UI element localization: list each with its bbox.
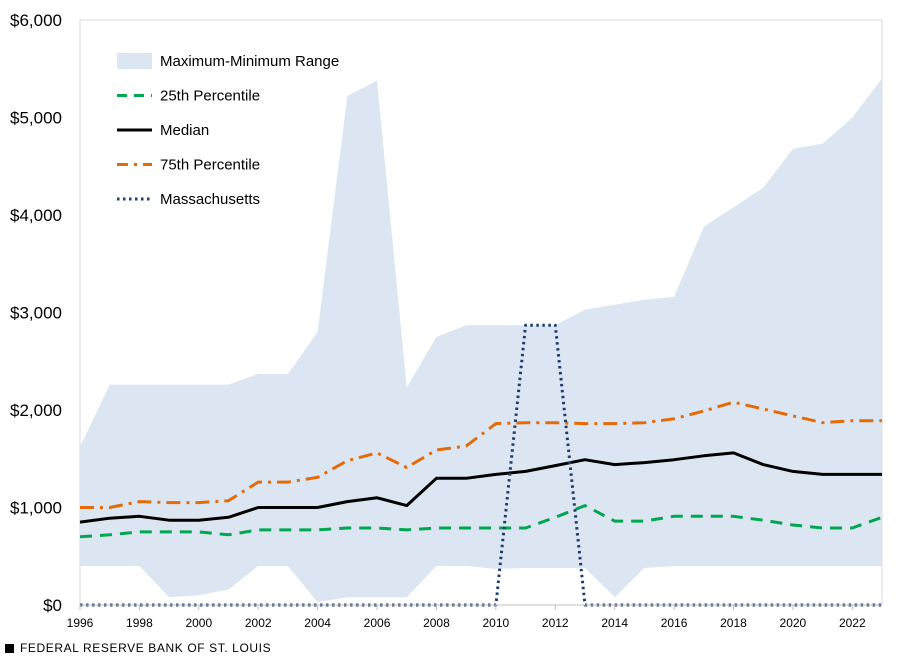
footer-source-text: FEDERAL RESERVE BANK OF ST. LOUIS <box>20 641 272 655</box>
legend-label-maximum-minimum-range: Maximum-Minimum Range <box>160 53 339 70</box>
y-tick-label: $3,000 <box>10 304 62 323</box>
legend-label-massachusetts: Massachusetts <box>160 191 260 208</box>
x-tick-label: 2012 <box>542 616 569 630</box>
y-tick-label: $1,000 <box>10 499 62 518</box>
x-tick-label: 2010 <box>483 616 510 630</box>
x-tick-label: 2020 <box>780 616 807 630</box>
source-footer: FEDERAL RESERVE BANK OF ST. LOUIS <box>5 641 271 655</box>
axis-layer: $0 $1,000 $2,000 $3,000 $4,000 $5,000 $6,000 19… <box>10 11 882 630</box>
x-tick-label: 2002 <box>245 616 272 630</box>
y-tick-label: $6,000 <box>10 11 62 30</box>
legend-label-75th-percentile: 75th Percentile <box>160 157 260 174</box>
chart: $0 $1,000 $2,000 $3,000 $4,000 $5,000 $6,000 19… <box>10 11 883 630</box>
y-tick-label: $2,000 <box>10 401 62 420</box>
series-line-75th-percentile <box>80 400 882 509</box>
legend-swatch-maximum-minimum-range <box>117 53 152 69</box>
y-tick-label: $4,000 <box>10 206 62 225</box>
x-tick-label: 2008 <box>423 616 450 630</box>
x-tick-label: 2022 <box>839 616 866 630</box>
y-tick-label: $5,000 <box>10 109 62 128</box>
range-area <box>80 78 882 603</box>
x-tick-label: 1996 <box>67 616 94 630</box>
x-tick-label: 2016 <box>661 616 688 630</box>
legend: Maximum-Minimum Range 25th Percentile Medi… <box>117 53 339 208</box>
x-tick-label: 2018 <box>720 616 747 630</box>
range-area-layer <box>80 78 882 603</box>
footer-square-icon <box>5 643 14 653</box>
legend-label-25th-percentile: 25th Percentile <box>160 88 260 105</box>
series-line-25th-percentile <box>79 504 883 539</box>
legend-label-median: Median <box>160 122 209 139</box>
x-tick-label: 2004 <box>304 616 331 630</box>
x-tick-label: 2000 <box>185 616 212 630</box>
x-tick-label: 2006 <box>364 616 391 630</box>
y-tick-label: $0 <box>43 596 62 615</box>
x-tick-label: 1998 <box>126 616 153 630</box>
x-tick-label: 2014 <box>601 616 628 630</box>
series-line-median <box>79 451 882 524</box>
